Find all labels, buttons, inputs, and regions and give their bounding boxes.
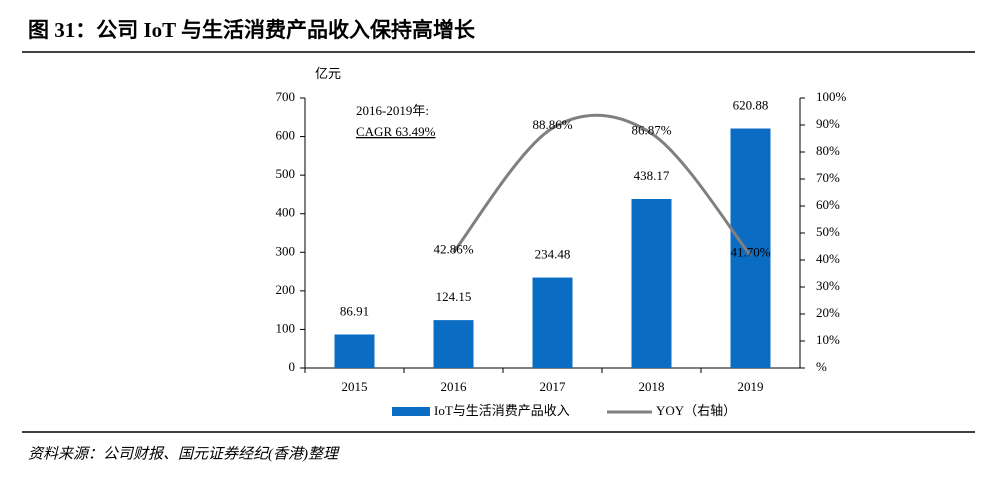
y2-tick-label: 10%: [816, 332, 840, 347]
bar-value-label: 438.17: [634, 168, 670, 183]
line-value-label: 41.70%: [730, 244, 770, 259]
y2-tick-label: 70%: [816, 170, 840, 185]
y-tick-label: 600: [276, 128, 296, 143]
source: 资料来源：公司财报、国元证券经纪(香港)整理: [28, 445, 340, 462]
y-tick-label: 0: [289, 359, 296, 374]
legend-label: YOY（右轴）: [656, 403, 736, 418]
y-tick-label: 300: [276, 243, 296, 258]
x-tick-label: 2016: [441, 379, 468, 394]
x-tick-label: 2017: [540, 379, 567, 394]
y-tick-label: 100: [276, 320, 296, 335]
annotation: 2016-2019年:: [356, 103, 429, 118]
x-tick-label: 2015: [342, 379, 368, 394]
y2-tick-label: 40%: [816, 251, 840, 266]
line-value-label: 88.86%: [532, 117, 572, 132]
y2-tick-label: 30%: [816, 278, 840, 293]
line-value-label: 86.87%: [631, 122, 671, 137]
bar: [532, 277, 573, 368]
y2-tick-label: 90%: [816, 116, 840, 131]
y-tick-label: 400: [276, 205, 296, 220]
line-value-label: 42.86%: [433, 241, 473, 256]
x-tick-label: 2018: [639, 379, 665, 394]
bar: [433, 320, 474, 368]
y2-tick-label: 60%: [816, 197, 840, 212]
bar: [730, 128, 771, 368]
legend-swatch: [392, 407, 430, 416]
y2-tick-label: 20%: [816, 305, 840, 320]
annotation: CAGR 63.49%: [356, 124, 436, 139]
y2-tick-label: %: [816, 359, 827, 374]
y-axis-label: 亿元: [315, 66, 341, 81]
legend-label: IoT与生活消费产品收入: [434, 403, 570, 418]
x-tick-label: 2019: [738, 379, 764, 394]
chart-title: 图 31：公司 IoT 与生活消费产品收入保持高增长: [28, 18, 476, 42]
y2-tick-label: 100%: [816, 89, 847, 104]
bar-value-label: 86.91: [340, 303, 369, 318]
y-tick-label: 200: [276, 282, 296, 297]
y-tick-label: 500: [276, 166, 296, 181]
bar-value-label: 620.88: [733, 98, 769, 113]
bar: [334, 334, 375, 368]
y2-tick-label: 80%: [816, 143, 840, 158]
bar: [631, 198, 672, 368]
bar-value-label: 234.48: [535, 247, 571, 262]
y-tick-label: 700: [276, 89, 296, 104]
bar-value-label: 124.15: [436, 289, 472, 304]
y2-tick-label: 50%: [816, 224, 840, 239]
yoy-line: [452, 113, 752, 257]
